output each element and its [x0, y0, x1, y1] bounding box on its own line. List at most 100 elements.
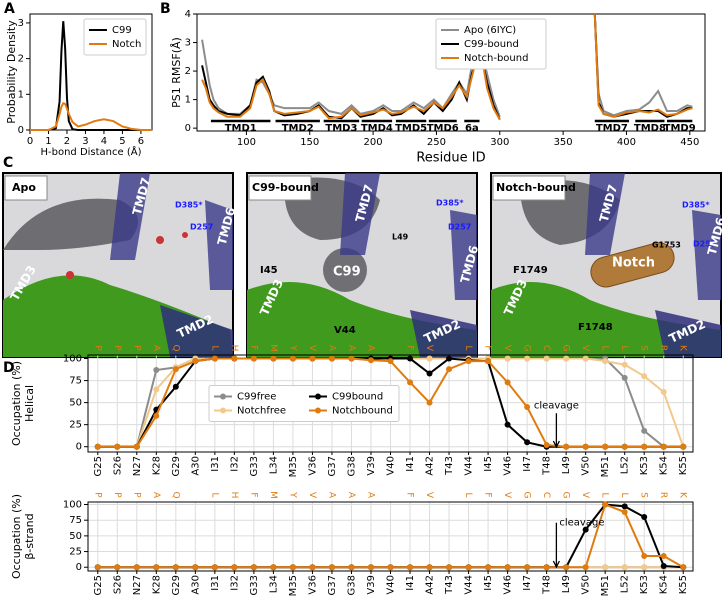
x-tick-label: 2 — [64, 136, 70, 147]
x-tick-label: K54 — [659, 456, 670, 475]
data-point — [446, 564, 453, 571]
x-tick-label: V39 — [366, 575, 377, 595]
top-label: A — [365, 492, 375, 499]
x-tick-label: L34 — [268, 456, 279, 474]
data-point — [621, 361, 628, 368]
legend-label: C99 — [112, 25, 132, 36]
data-point — [231, 355, 238, 362]
data-point — [367, 357, 374, 364]
x-tick-label: 6 — [138, 136, 144, 147]
x-tick-label: G33 — [249, 456, 260, 476]
data-point — [192, 358, 199, 365]
residue-label: V44 — [334, 325, 356, 336]
data-point — [133, 443, 140, 450]
data-point — [114, 443, 121, 450]
y-tick-label: 25 — [69, 547, 82, 558]
top-label: F — [483, 492, 493, 497]
data-point — [485, 564, 492, 571]
legend-label: C99free — [237, 392, 276, 403]
panel-label: B — [160, 1, 171, 17]
x-tick-label: M35 — [288, 456, 299, 477]
data-point — [446, 366, 453, 373]
data-point — [446, 355, 453, 362]
top-label: P — [112, 345, 122, 351]
data-point — [309, 564, 316, 571]
top-label: G — [522, 345, 532, 352]
data-point — [426, 399, 433, 406]
x-tick-label: V36 — [307, 456, 318, 476]
data-point — [231, 564, 238, 571]
data-point — [289, 355, 296, 362]
data-point — [153, 386, 160, 393]
x-tick-label: V39 — [366, 456, 377, 476]
data-point — [524, 439, 531, 446]
top-label: L — [619, 492, 629, 497]
top-label: Y — [287, 344, 297, 351]
x-tick-label: 100 — [237, 137, 256, 148]
annotation: cleavage — [559, 518, 604, 529]
x-tick-label: 150 — [300, 137, 319, 148]
x-tick-label: 350 — [554, 137, 573, 148]
top-label: L — [619, 345, 629, 350]
y-tick-label: 1 — [185, 95, 191, 106]
y-tick-label: 100 — [63, 500, 82, 511]
y-tick-label: 75 — [69, 376, 82, 387]
top-label: A — [346, 492, 356, 499]
top-label: L — [600, 345, 610, 350]
x-tick-label: K55 — [678, 456, 689, 475]
x-tick-label: L34 — [268, 575, 279, 593]
top-label: V — [580, 345, 590, 352]
x-tick-label: I41 — [405, 456, 416, 472]
data-point — [172, 564, 179, 571]
data-point — [407, 379, 414, 386]
legend-label: Notchbound — [332, 406, 393, 417]
data-point — [407, 355, 414, 362]
image-title: Notch-bound — [496, 181, 576, 194]
data-point — [172, 383, 179, 390]
data-point — [328, 355, 335, 362]
legend-marker — [220, 407, 226, 414]
ligand-label: Notch — [612, 256, 655, 271]
y-tick-label: 3 — [185, 38, 191, 49]
x-tick-label: K28 — [151, 575, 162, 594]
legend-box — [435, 18, 547, 70]
y-tick-label: 0 — [76, 562, 82, 573]
legend-label: Notch-bound — [464, 53, 528, 64]
y-axis-label: Occupation (%) — [10, 494, 23, 579]
top-label: V — [580, 492, 590, 499]
y-tick-label: 0 — [76, 442, 82, 453]
x-tick-label: M51 — [600, 456, 611, 477]
x-tick-label: K54 — [659, 575, 670, 594]
top-label: A — [151, 345, 161, 352]
top-label: P — [131, 492, 141, 498]
x-tick-label: I45 — [483, 456, 494, 472]
residue-label: I45 — [260, 265, 278, 276]
data-point — [621, 443, 628, 450]
top-label: F — [248, 492, 258, 497]
data-point — [660, 389, 667, 396]
top-label: L — [600, 492, 610, 497]
y-tick-label: 75 — [69, 515, 82, 526]
residue-label: G1753 — [652, 241, 681, 250]
top-label: R — [658, 492, 668, 498]
x-tick-label: T48 — [542, 575, 553, 595]
region-label: TMD1 — [225, 123, 257, 134]
data-point — [563, 355, 570, 362]
top-label: P — [131, 345, 141, 351]
data-point — [153, 412, 160, 419]
x-axis-label: Residue ID — [416, 151, 485, 166]
residue-label: D385* — [682, 201, 710, 210]
top-label: L — [209, 345, 219, 350]
data-point — [426, 370, 433, 377]
x-tick-label: I31 — [210, 456, 221, 472]
x-tick-label: M35 — [288, 575, 299, 596]
data-point — [602, 358, 609, 365]
data-point — [641, 564, 648, 571]
legend-box — [208, 385, 400, 422]
x-tick-label: L52 — [620, 575, 631, 593]
top-label: S — [639, 345, 649, 351]
data-point — [426, 355, 433, 362]
x-tick-label: A42 — [425, 575, 436, 595]
x-tick-label: A42 — [425, 456, 436, 476]
region-label: TMD9 — [664, 123, 696, 134]
